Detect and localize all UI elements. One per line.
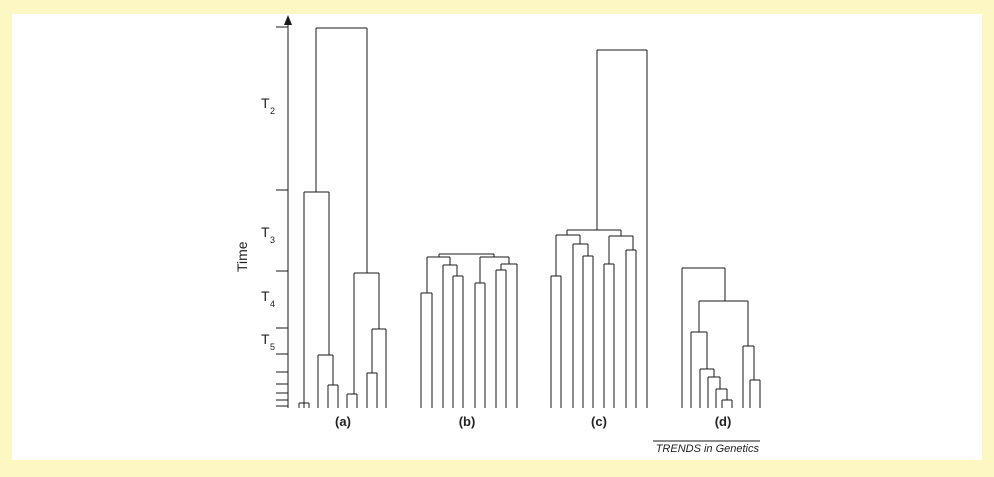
panel-label-b: (b) [459,414,476,429]
tree-a [298,27,387,408]
period-label-t5: T 5 [261,331,275,352]
time-axis [276,15,292,408]
svg-text:T: T [261,331,270,347]
svg-text:T: T [261,224,270,240]
period-label-t2: T 2 [261,95,275,116]
tree-b [420,253,518,408]
tree-c [550,49,648,408]
panel-label-a: (a) [335,414,351,429]
time-axis-arrow-icon [284,15,292,25]
journal-credit: TRENDS in Genetics [656,443,760,455]
svg-text:3: 3 [270,235,275,245]
time-axis-label: Time [234,241,250,272]
svg-text:5: 5 [270,342,275,352]
figure-panel [12,14,982,460]
svg-text:4: 4 [270,299,275,309]
svg-text:T: T [261,288,270,304]
svg-text:2: 2 [270,106,275,116]
period-label-t4: T 4 [261,288,275,309]
tree-d [681,267,761,408]
period-label-t3: T 3 [261,224,275,245]
svg-text:T: T [261,95,270,111]
panel-label-d: (d) [715,414,732,429]
panel-label-c: (c) [591,414,607,429]
